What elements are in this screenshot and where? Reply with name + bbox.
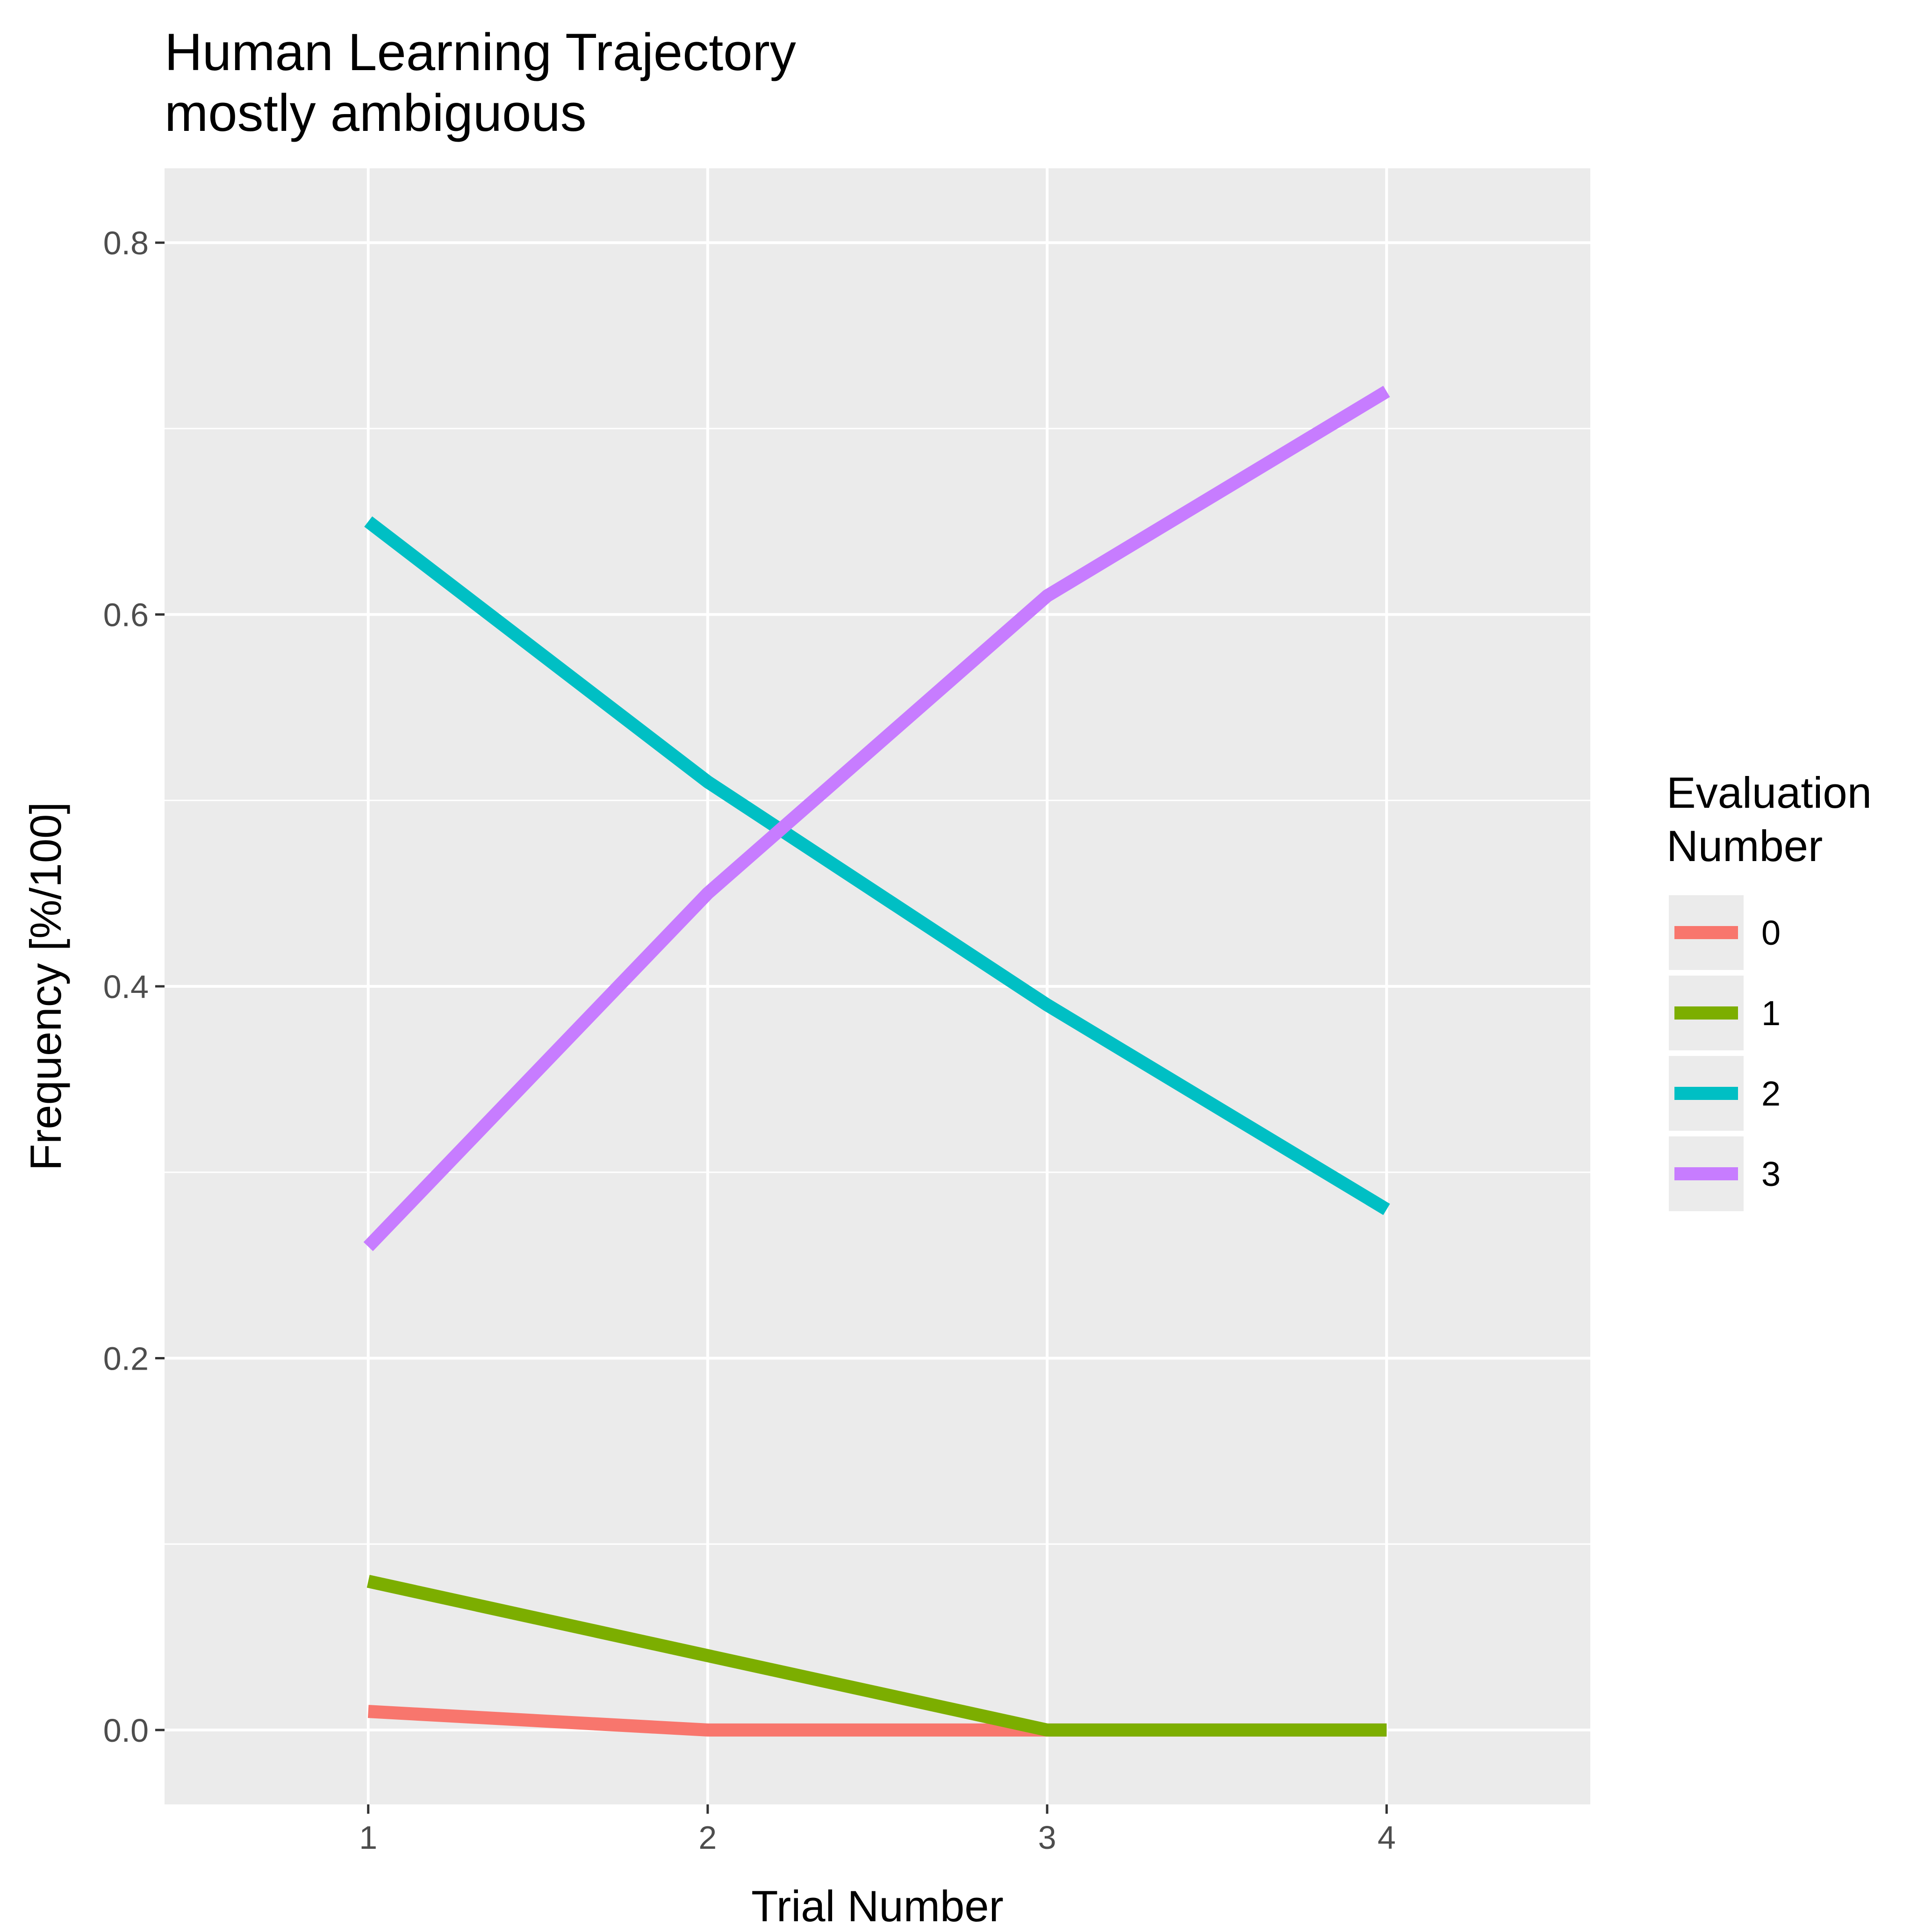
y-tick-label: 0.6	[103, 597, 149, 633]
legend-items: 0 1 2 3	[1669, 895, 1781, 1211]
grid-major	[165, 168, 1590, 1804]
legend-label-2: 2	[1761, 1074, 1781, 1113]
legend-label-1: 1	[1761, 994, 1781, 1033]
x-axis: 1 2 3 4	[359, 1804, 1396, 1856]
series-line-1	[366, 1575, 1387, 1737]
y-axis-title: Frequency [%/100]	[21, 802, 70, 1171]
chart-title: Human Learning Trajectory	[165, 23, 796, 81]
x-tick-label: 1	[359, 1819, 377, 1856]
x-tick-label: 4	[1378, 1819, 1396, 1856]
y-tick-label: 0.0	[103, 1712, 149, 1749]
x-axis-title: Trial Number	[751, 1882, 1004, 1931]
y-axis: 0.0 0.2 0.4 0.6 0.8	[103, 225, 165, 1749]
series-lines	[363, 386, 1390, 1737]
y-tick-label: 0.8	[103, 225, 149, 261]
y-tick-label: 0.4	[103, 969, 149, 1005]
plot-area	[165, 168, 1590, 1804]
legend-title-line-1: Evaluation	[1666, 768, 1872, 817]
chart-subtitle: mostly ambiguous	[165, 84, 587, 142]
grid-minor	[165, 428, 1590, 1545]
x-tick-label: 3	[1038, 1819, 1056, 1856]
y-tick-label: 0.2	[103, 1340, 149, 1377]
legend-title-line-2: Number	[1666, 821, 1823, 870]
series-line-2	[364, 516, 1390, 1215]
x-tick-label: 2	[698, 1819, 717, 1856]
legend-label-0: 0	[1761, 913, 1781, 952]
series-line-3	[363, 386, 1390, 1251]
legend-label-3: 3	[1761, 1155, 1781, 1193]
legend: Evaluation Number 0 1 2 3	[1666, 768, 1872, 1211]
